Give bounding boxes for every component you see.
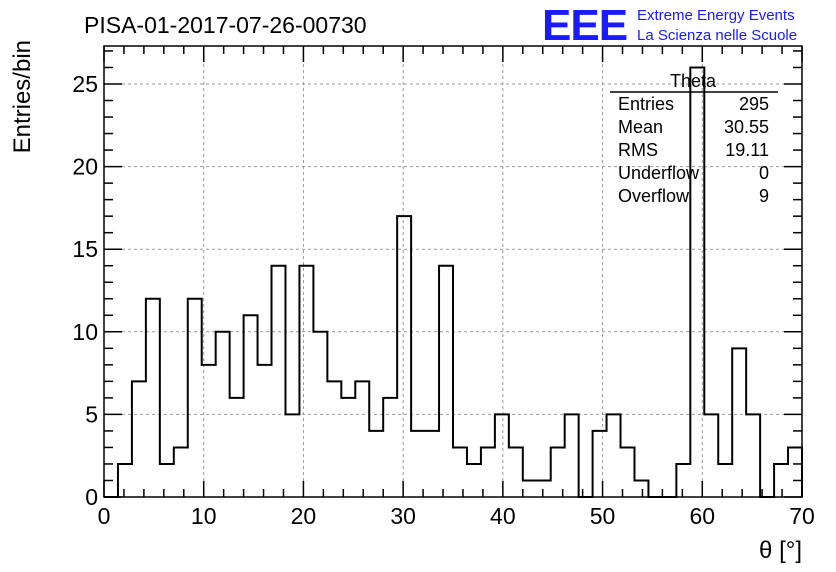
y-tick-label: 0 bbox=[85, 484, 98, 510]
histogram-bin bbox=[676, 464, 690, 497]
y-tick-label: 20 bbox=[72, 154, 98, 180]
histogram-bin bbox=[523, 480, 537, 497]
histogram-bins bbox=[118, 67, 802, 497]
histogram-bin bbox=[258, 365, 272, 497]
x-tick-label: 70 bbox=[789, 503, 815, 529]
histogram-bin bbox=[495, 414, 509, 497]
stats-label-mean: Mean bbox=[618, 117, 663, 137]
histogram-bin bbox=[299, 266, 313, 497]
stats-label-entries: Entries bbox=[618, 94, 674, 114]
histogram-bin bbox=[216, 332, 230, 497]
stats-value-entries: 295 bbox=[739, 94, 769, 114]
x-tick-label: 30 bbox=[390, 503, 416, 529]
x-tick-label: 40 bbox=[490, 503, 516, 529]
histogram-bin bbox=[244, 315, 258, 497]
histogram-bin bbox=[537, 480, 551, 497]
histogram-bin bbox=[118, 464, 132, 497]
histogram-bin bbox=[160, 464, 174, 497]
histogram-bin bbox=[718, 464, 732, 497]
histogram-bin bbox=[704, 414, 718, 497]
x-axis-label: θ [°] bbox=[759, 537, 802, 564]
histogram-bin bbox=[467, 464, 481, 497]
histogram-bin bbox=[607, 414, 621, 497]
histogram-bin bbox=[411, 431, 425, 497]
stats-box: Theta Entries 295 Mean 30.55 RMS 19.11 U… bbox=[610, 71, 778, 206]
histogram-bin bbox=[341, 398, 355, 497]
histogram-bin bbox=[774, 464, 788, 497]
histogram-bin bbox=[788, 447, 802, 497]
histogram-outline bbox=[104, 66, 803, 498]
y-axis-label: Entries/bin bbox=[9, 40, 36, 153]
histogram-bin bbox=[146, 299, 160, 497]
histogram-bin bbox=[439, 266, 453, 497]
plot-frame bbox=[103, 45, 803, 498]
histogram-bin bbox=[230, 398, 244, 497]
histogram-bin bbox=[509, 447, 523, 497]
histogram-bin bbox=[634, 480, 648, 497]
x-tick-label: 50 bbox=[590, 503, 616, 529]
stats-title: Theta bbox=[670, 71, 717, 91]
histogram-bin bbox=[327, 381, 341, 497]
logo-line-2: La Scienza nelle Scuole bbox=[637, 27, 797, 44]
y-tick-label: 10 bbox=[72, 319, 98, 345]
stats-value-overflow: 9 bbox=[759, 186, 769, 206]
histogram-bin bbox=[272, 266, 286, 497]
stats-value-underflow: 0 bbox=[759, 163, 769, 183]
y-tick-label: 25 bbox=[72, 71, 98, 97]
histogram-bin bbox=[565, 414, 579, 497]
y-tick-label: 5 bbox=[85, 401, 98, 427]
histogram-bin bbox=[746, 414, 760, 497]
y-tick-label: 15 bbox=[72, 236, 98, 262]
x-tick-label: 20 bbox=[291, 503, 317, 529]
histogram-bin bbox=[285, 414, 299, 497]
histogram-bin bbox=[188, 299, 202, 497]
logo-mark: EEE bbox=[542, 1, 627, 50]
stats-label-underflow: Underflow bbox=[618, 163, 700, 183]
stats-label-overflow: Overflow bbox=[618, 186, 690, 206]
x-tick-label: 10 bbox=[191, 503, 217, 529]
chart-title: PISA-01-2017-07-26-00730 bbox=[84, 12, 367, 38]
axis-ticks bbox=[103, 46, 803, 498]
x-tick-label: 60 bbox=[689, 503, 715, 529]
stats-value-rms: 19.11 bbox=[725, 140, 769, 160]
logo: EEE Extreme Energy Events La Scienza nel… bbox=[542, 1, 797, 50]
histogram-bin bbox=[453, 447, 467, 497]
logo-line-1: Extreme Energy Events bbox=[637, 7, 795, 24]
histogram-bin bbox=[397, 216, 411, 497]
histogram-bin bbox=[174, 447, 188, 497]
histogram-bin bbox=[425, 431, 439, 497]
tick-labels: 0 10 20 30 40 50 60 70 0 5 10 15 20 25 bbox=[72, 71, 814, 529]
histogram-bin bbox=[593, 431, 607, 497]
histogram-bin bbox=[355, 381, 369, 497]
histogram-bin bbox=[732, 348, 746, 497]
histogram-bin bbox=[132, 381, 146, 497]
x-tick-label: 0 bbox=[98, 503, 111, 529]
stats-value-mean: 30.55 bbox=[724, 117, 769, 137]
histogram-bin bbox=[383, 398, 397, 497]
histogram-bin bbox=[369, 431, 383, 497]
stats-label-rms: RMS bbox=[618, 140, 658, 160]
